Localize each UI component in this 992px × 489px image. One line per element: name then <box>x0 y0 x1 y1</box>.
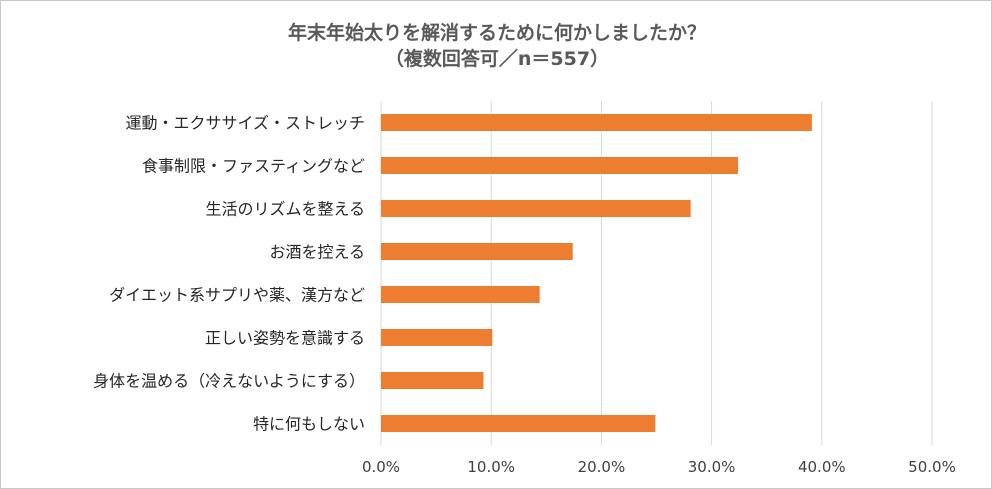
bar <box>381 157 739 174</box>
bar <box>381 372 484 389</box>
x-tick-label: 30.0% <box>688 458 736 476</box>
bar <box>381 415 656 432</box>
category-label: 生活のリズムを整える <box>205 200 365 219</box>
bar <box>381 286 540 303</box>
x-tick-label: 10.0% <box>467 458 515 476</box>
chart-subtitle: （複数回答可／n＝557） <box>384 48 610 70</box>
category-label: 特に何もしない <box>253 415 365 434</box>
gridlines <box>380 101 933 445</box>
category-label: 運動・エクササイズ・ストレッチ <box>125 114 365 133</box>
category-label: お酒を控える <box>269 243 365 262</box>
category-label: 正しい姿勢を意識する <box>205 329 365 348</box>
category-labels: 運動・エクササイズ・ストレッチ食事制限・ファスティングなど生活のリズムを整えるお… <box>93 114 365 434</box>
bars <box>381 114 812 432</box>
x-tick-label: 50.0% <box>908 458 956 476</box>
x-tick-labels: 0.0% 10.0% 20.0% 30.0% 40.0% 50.0% <box>362 458 956 476</box>
category-label: 食事制限・ファスティングなど <box>142 157 365 176</box>
bar <box>381 243 573 260</box>
bar <box>381 329 493 346</box>
x-tick-label: 20.0% <box>578 458 626 476</box>
bar <box>381 114 812 131</box>
category-label: ダイエット系サプリや薬、漢方など <box>109 286 365 305</box>
bar <box>381 200 691 217</box>
category-label: 身体を温める（冷えないようにする） <box>93 372 365 391</box>
x-tick-label: 40.0% <box>798 458 846 476</box>
x-tick-label: 0.0% <box>362 458 400 476</box>
chart-title: 年末年始太りを解消するために何かしましたか？ <box>287 22 706 44</box>
